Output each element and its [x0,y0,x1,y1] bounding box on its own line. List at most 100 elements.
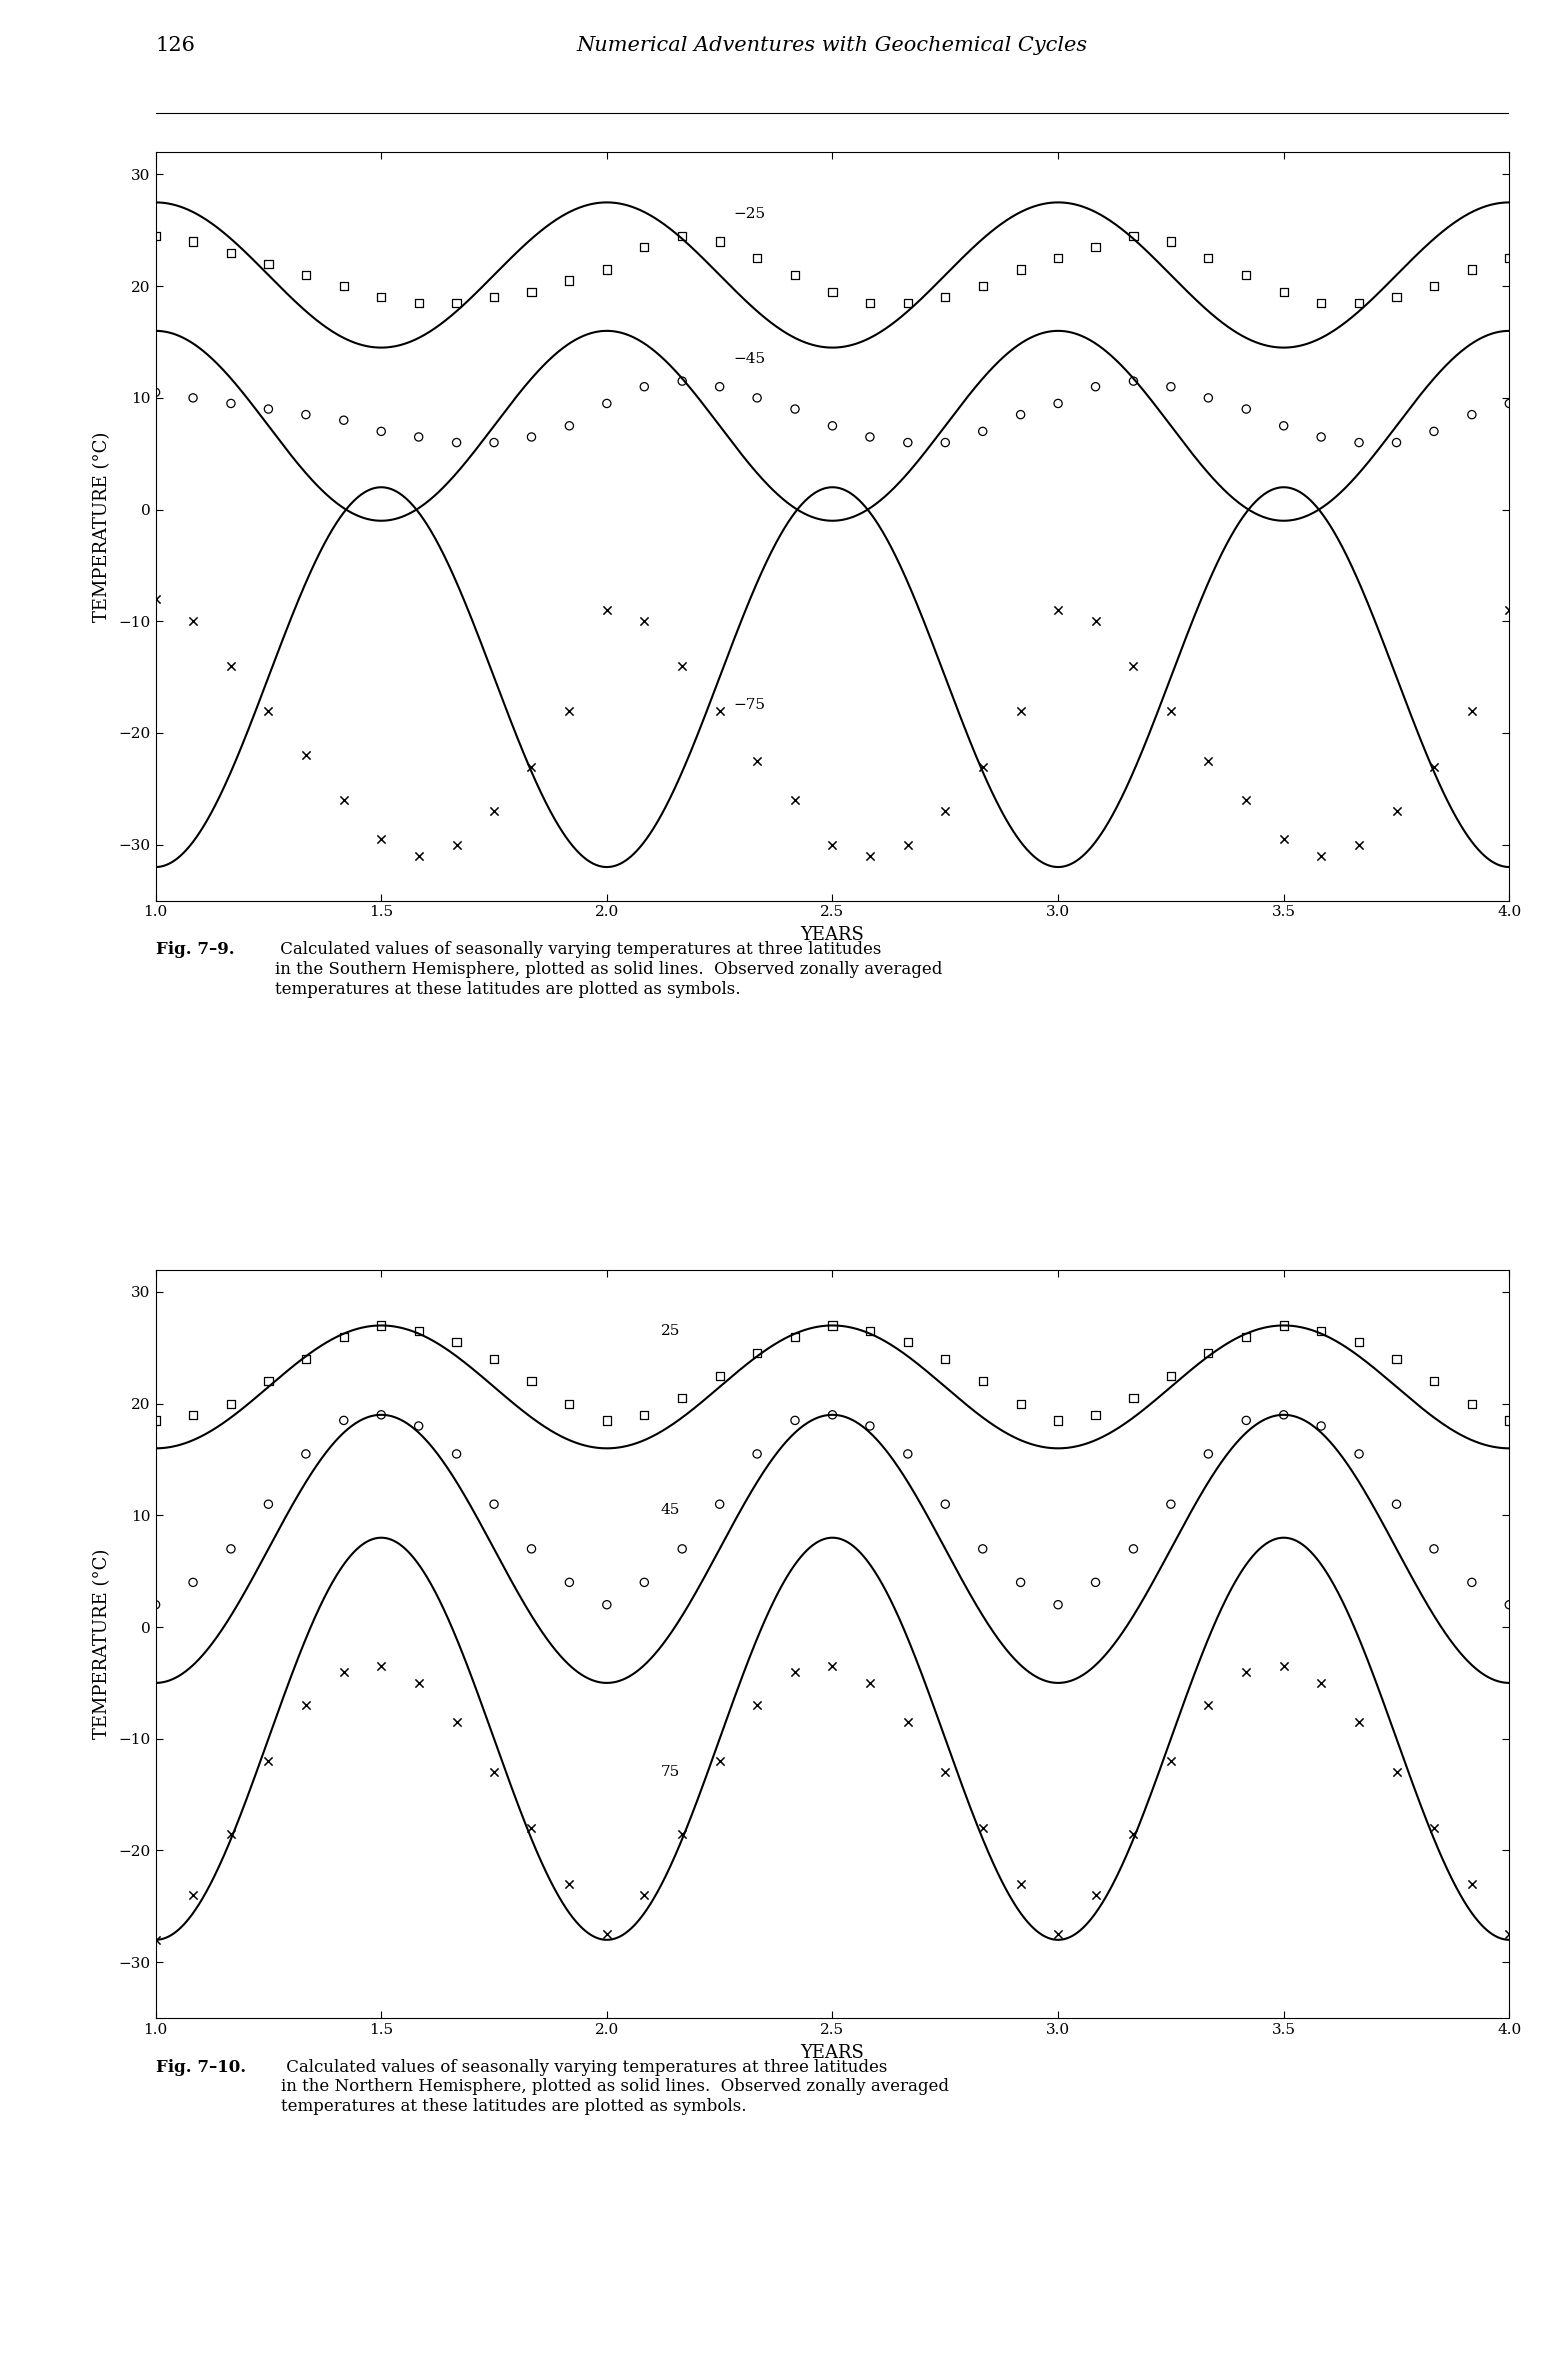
Point [971,748,996,786]
Point [1383,791,1408,829]
Point [783,1319,808,1357]
Point [143,1585,168,1623]
Point [1008,249,1033,287]
Point [932,1485,957,1523]
Point [331,266,356,304]
Y-axis label: TEMPERATURE (°C): TEMPERATURE (°C) [93,1549,112,1739]
Point [1383,1485,1408,1523]
Point [481,1340,506,1378]
Point [1383,278,1408,316]
Point [932,278,957,316]
Point [520,1361,545,1399]
Point [632,1877,657,1915]
Point [1271,1307,1296,1345]
Point [820,1395,845,1433]
Point [1271,273,1296,311]
Text: −75: −75 [733,699,766,713]
Text: Fig. 7–10.: Fig. 7–10. [156,2060,246,2077]
Point [857,1407,882,1445]
Point [331,402,356,440]
Point [443,423,468,461]
Point [1309,418,1333,456]
Point [820,273,845,311]
Point [745,1687,770,1725]
Point [1234,1654,1259,1692]
Point [783,782,808,820]
Point [1120,646,1145,684]
Point [255,1361,280,1399]
Point [1460,1385,1484,1423]
Text: Calculated values of seasonally varying temperatures at three latitudes
in the S: Calculated values of seasonally varying … [275,941,941,998]
Point [406,1663,431,1701]
Point [1083,1395,1108,1433]
Point [1046,240,1071,278]
Point [669,646,694,684]
Point [369,413,394,451]
Point [594,385,619,423]
Point [594,1585,619,1623]
Point [557,1385,582,1423]
Point [557,1563,582,1601]
Point [1083,228,1108,266]
Text: 126: 126 [156,36,196,55]
Point [369,820,394,858]
Point [971,266,996,304]
Point [180,378,205,416]
Point [745,378,770,416]
Point [820,1647,845,1685]
Point [1309,283,1333,321]
Point [1497,592,1522,630]
Point [255,390,280,428]
Point [1234,257,1259,295]
Point [632,1563,657,1601]
Point [971,1361,996,1399]
Point [1422,266,1447,304]
Point [557,261,582,299]
Point [1346,423,1371,461]
Point [1234,782,1259,820]
Point [406,418,431,456]
Point [143,1402,168,1440]
Point [706,1742,731,1780]
Point [520,418,545,456]
Point [557,691,582,729]
Point [331,1319,356,1357]
Point [443,827,468,865]
Point [783,1402,808,1440]
Point [294,1687,319,1725]
Point [1046,385,1071,423]
Text: Calculated values of seasonally varying temperatures at three latitudes
in the N: Calculated values of seasonally varying … [282,2060,949,2115]
Point [294,397,319,435]
Text: Numerical Adventures with Geochemical Cycles: Numerical Adventures with Geochemical Cy… [577,36,1088,55]
Point [1197,378,1221,416]
Point [669,216,694,254]
Point [820,1307,845,1345]
Point [1460,1865,1484,1903]
Point [1158,1485,1183,1523]
Point [783,1654,808,1692]
Text: 75: 75 [661,1765,680,1780]
Point [1234,1319,1259,1357]
Point [1158,691,1183,729]
Point [632,1395,657,1433]
Point [632,601,657,639]
Point [1497,240,1522,278]
Point [443,1323,468,1361]
Point [481,278,506,316]
Point [745,1435,770,1473]
Point [745,741,770,779]
Point [557,1865,582,1903]
Point [895,1323,920,1361]
Point [594,1915,619,1953]
Point [557,406,582,444]
Point [1422,1361,1447,1399]
Point [1309,1663,1333,1701]
Point [1046,1585,1071,1623]
Point [255,691,280,729]
Point [857,1312,882,1350]
Point [1460,397,1484,435]
Point [1083,368,1108,406]
Point [1197,1435,1221,1473]
Point [1197,240,1221,278]
Point [1083,1877,1108,1915]
